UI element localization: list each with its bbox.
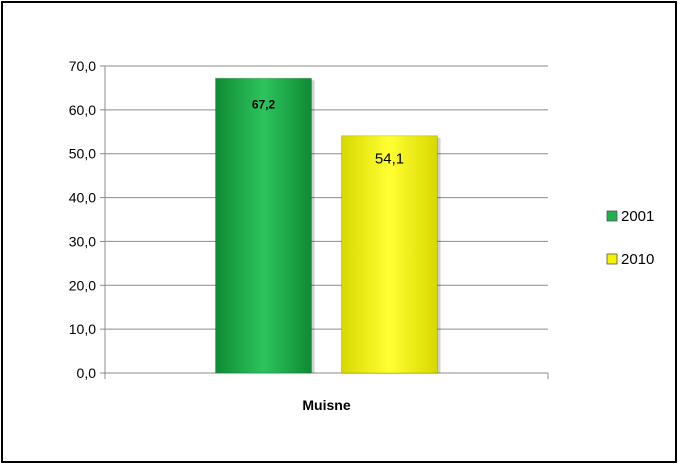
y-tick-label: 40,0 [69,190,96,206]
legend-label-2001: 2001 [621,208,654,225]
legend-label-2010: 2010 [621,251,654,268]
y-tick-label: 10,0 [69,321,96,337]
y-tick-label: 60,0 [69,102,96,118]
legend-swatch-2010 [606,253,618,265]
y-tick-label: 0,0 [77,365,97,381]
bar-2001 [215,77,312,374]
y-tick-label: 30,0 [69,233,96,249]
data-label-2010: 54,1 [375,151,404,168]
bar-2010 [341,135,438,374]
y-tick-label: 20,0 [69,277,96,293]
legend-swatch-2001 [606,210,618,222]
x-category-label: Muisne [302,397,350,413]
y-tick-label: 50,0 [69,146,96,162]
data-label-2001: 67,2 [252,97,276,111]
y-tick-label: 70,0 [69,58,96,74]
